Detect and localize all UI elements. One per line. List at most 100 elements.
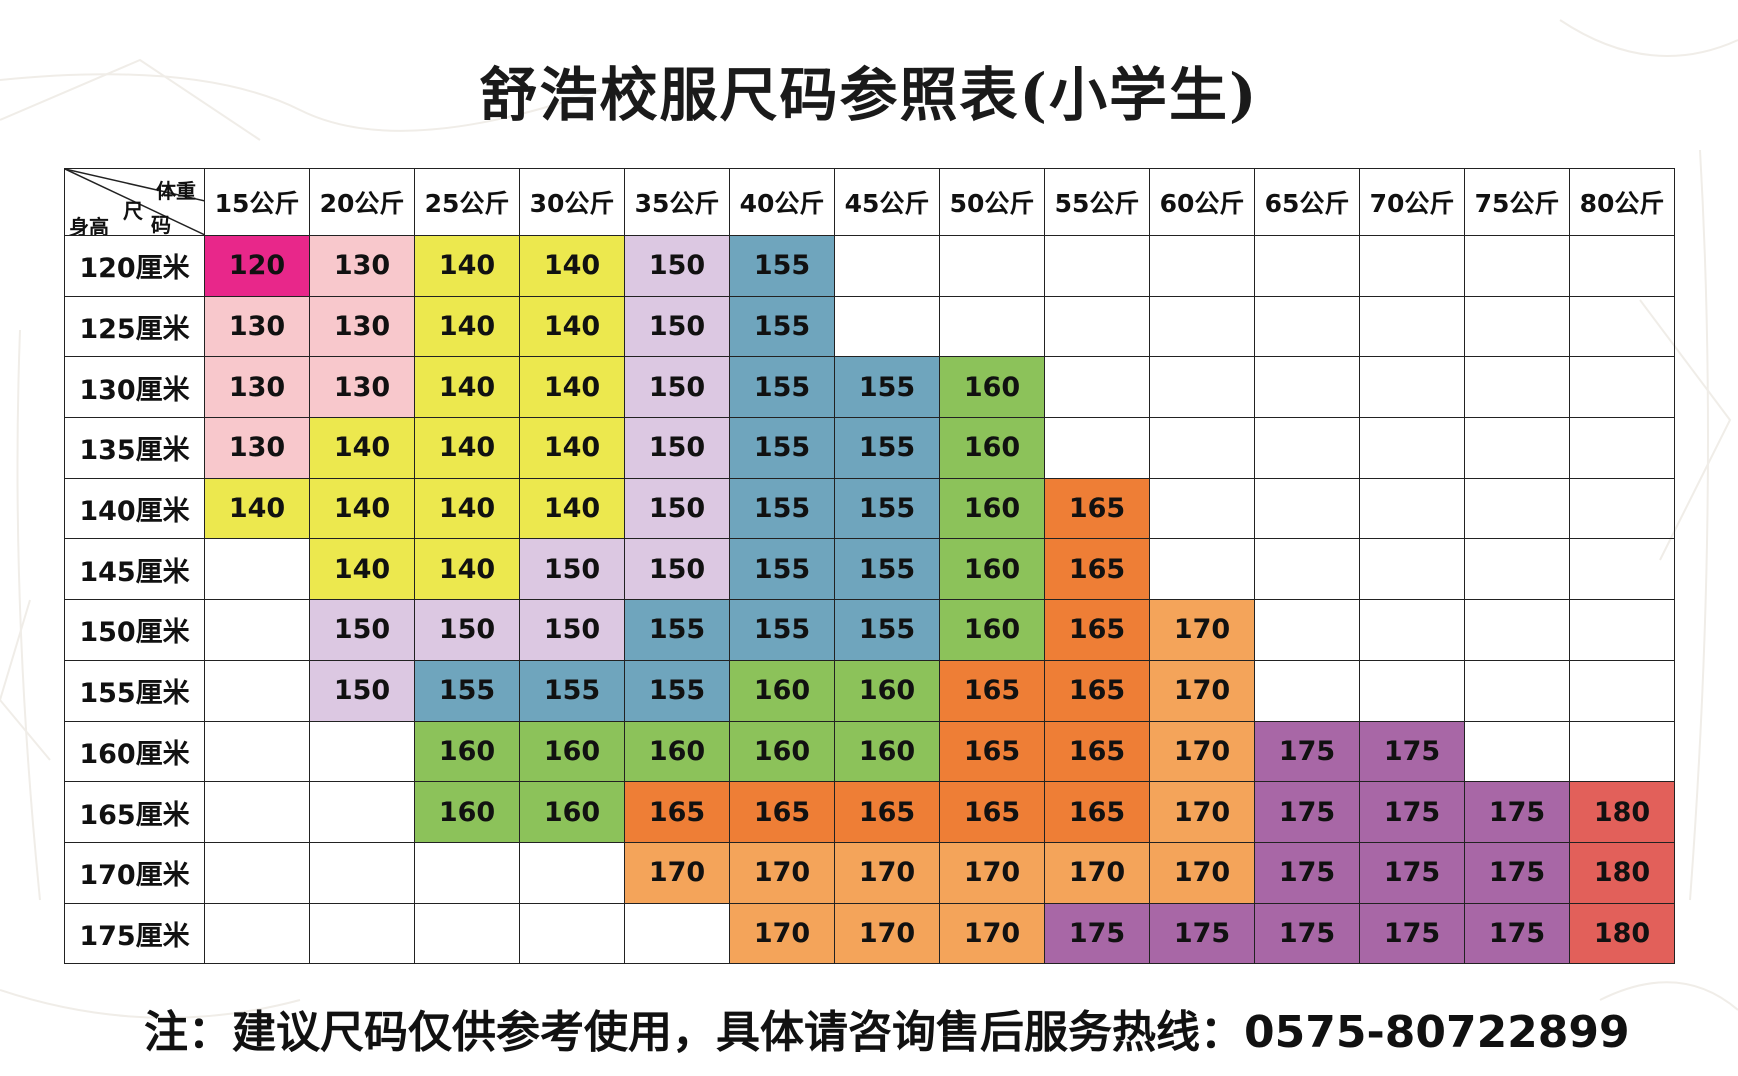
size-cell: 160 <box>519 720 625 783</box>
size-cell: 160 <box>414 781 520 843</box>
size-cell: 140 <box>519 477 625 540</box>
size-cell <box>204 902 310 965</box>
size-cell <box>1359 417 1465 479</box>
size-cell <box>1149 235 1255 297</box>
size-cell: 140 <box>204 477 310 540</box>
height-header-cell: 165厘米 <box>64 781 205 843</box>
size-cell: 150 <box>519 599 625 661</box>
size-cell: 165 <box>729 781 835 843</box>
size-cell <box>1569 295 1675 358</box>
size-cell: 175 <box>1149 902 1255 965</box>
size-cell: 130 <box>204 356 310 419</box>
corner-size-label-1: 尺 <box>123 199 143 223</box>
size-cell: 175 <box>1254 720 1360 783</box>
table-row: 170厘米 170 170 170 170 170 170 175 175 175 180 <box>64 841 1675 904</box>
table-row: 140厘米 140 140 140 140 150 155 155 160 165 <box>64 477 1675 540</box>
size-cell: 140 <box>309 538 415 601</box>
height-header-cell: 135厘米 <box>64 417 205 479</box>
size-cell: 140 <box>414 417 520 479</box>
size-cell <box>1569 538 1675 601</box>
size-cell <box>1569 235 1675 297</box>
size-cell: 175 <box>1359 720 1465 783</box>
size-cell: 165 <box>834 781 940 843</box>
size-cell <box>1254 659 1360 722</box>
size-cell <box>1464 659 1570 722</box>
size-cell <box>1044 356 1150 419</box>
size-cell <box>939 235 1045 297</box>
size-cell <box>1464 477 1570 540</box>
size-cell <box>1044 235 1150 297</box>
size-cell <box>1254 477 1360 540</box>
size-cell <box>1044 417 1150 479</box>
size-cell <box>1359 477 1465 540</box>
size-cell: 160 <box>939 538 1045 601</box>
size-cell: 160 <box>834 659 940 722</box>
weight-header-cell: 60公斤 <box>1149 168 1255 236</box>
size-cell: 140 <box>309 417 415 479</box>
size-cell: 170 <box>939 902 1045 965</box>
size-cell: 140 <box>519 417 625 479</box>
weight-header-cell: 65公斤 <box>1254 168 1360 236</box>
size-cell: 130 <box>309 356 415 419</box>
table-row: 130厘米 130 130 140 140 150 155 155 160 <box>64 356 1675 419</box>
size-cell <box>939 295 1045 358</box>
weight-header-cell: 70公斤 <box>1359 168 1465 236</box>
size-cell <box>1254 356 1360 419</box>
size-cell: 150 <box>624 356 730 419</box>
size-cell <box>1464 599 1570 661</box>
size-cell: 140 <box>519 356 625 419</box>
size-cell <box>204 841 310 904</box>
size-cell: 140 <box>414 538 520 601</box>
size-cell: 175 <box>1464 781 1570 843</box>
weight-header-cell: 25公斤 <box>414 168 520 236</box>
size-cell: 175 <box>1359 781 1465 843</box>
height-header-cell: 170厘米 <box>64 841 205 904</box>
size-cell: 160 <box>939 356 1045 419</box>
size-cell: 170 <box>834 841 940 904</box>
size-cell: 155 <box>729 235 835 297</box>
size-cell <box>1464 417 1570 479</box>
size-cell: 165 <box>1044 538 1150 601</box>
table-row: 145厘米 140 140 150 150 155 155 160 165 <box>64 538 1675 601</box>
size-cell: 170 <box>624 841 730 904</box>
size-cell: 155 <box>729 417 835 479</box>
weight-header-row: 体重尺码 身高 15公斤 20公斤 25公斤 30公斤 35公斤 40公斤 45公斤 50公斤 55… <box>64 168 1675 236</box>
size-cell: 150 <box>624 235 730 297</box>
size-cell <box>1149 477 1255 540</box>
size-cell: 155 <box>729 477 835 540</box>
size-cell <box>414 841 520 904</box>
size-cell: 140 <box>519 295 625 358</box>
size-cell: 155 <box>834 538 940 601</box>
table-row: 150厘米 150 150 150 155 155 155 160 165 170 <box>64 599 1675 661</box>
size-cell: 155 <box>834 417 940 479</box>
size-cell: 155 <box>834 356 940 419</box>
size-cell <box>1359 356 1465 419</box>
size-cell: 150 <box>624 538 730 601</box>
size-cell: 120 <box>204 235 310 297</box>
size-cell: 150 <box>309 599 415 661</box>
table-row: 160厘米 160 160 160 160 160 165 165 170 175 175 <box>64 720 1675 783</box>
size-cell <box>1464 235 1570 297</box>
weight-header-cell: 45公斤 <box>834 168 940 236</box>
size-cell <box>1569 356 1675 419</box>
size-chart-table: 体重尺码 身高 15公斤 20公斤 25公斤 30公斤 35公斤 40公斤 45公斤 50公斤 55… <box>64 168 1675 965</box>
size-cell <box>519 841 625 904</box>
size-cell: 155 <box>624 659 730 722</box>
corner-diagonal-lines <box>65 169 204 235</box>
size-cell: 170 <box>1149 659 1255 722</box>
size-cell: 170 <box>729 841 835 904</box>
size-cell: 140 <box>519 235 625 297</box>
size-cell: 165 <box>939 659 1045 722</box>
size-cell <box>1569 417 1675 479</box>
size-cell <box>204 720 310 783</box>
size-cell <box>414 902 520 965</box>
size-cell <box>204 599 310 661</box>
size-cell: 160 <box>624 720 730 783</box>
size-cell: 155 <box>414 659 520 722</box>
size-cell: 140 <box>414 356 520 419</box>
size-cell: 165 <box>1044 659 1150 722</box>
size-cell <box>1359 659 1465 722</box>
size-cell: 160 <box>939 417 1045 479</box>
size-cell: 140 <box>414 295 520 358</box>
corner-header-cell: 体重尺码 身高 <box>64 168 205 236</box>
